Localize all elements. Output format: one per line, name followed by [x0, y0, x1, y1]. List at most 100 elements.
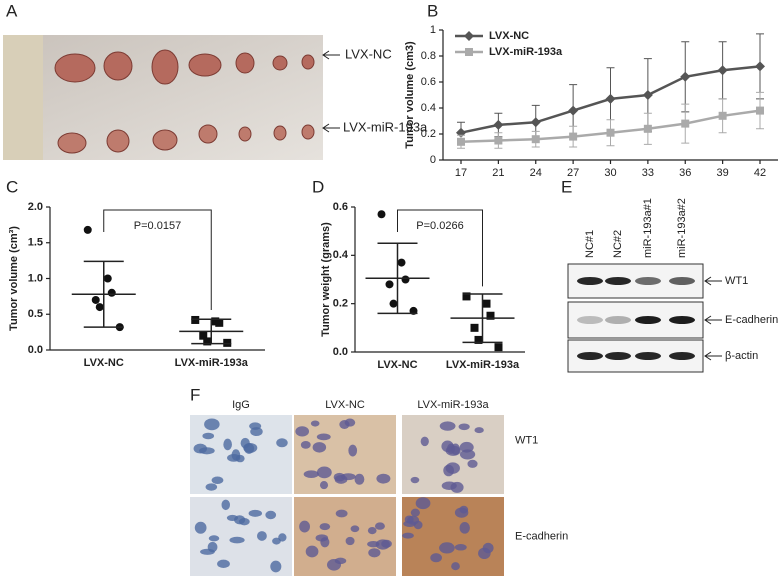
significance-bracket: [397, 209, 483, 287]
nucleus: [410, 476, 420, 484]
nucleus: [410, 508, 420, 517]
nucleus: [265, 510, 277, 520]
nucleus: [374, 522, 385, 530]
y-tick-label: 1.5: [28, 237, 43, 249]
legend-label: LVX-NC: [489, 30, 529, 42]
point: [103, 274, 112, 283]
nucleus: [474, 427, 484, 434]
nucleus: [413, 520, 423, 530]
nucleus: [345, 536, 355, 546]
point: [482, 299, 491, 308]
x-tick-label: 21: [492, 167, 504, 179]
nucleus: [305, 545, 319, 558]
nucleus: [211, 476, 224, 484]
point: [494, 136, 503, 145]
photo-label: LVX-miR-193a: [343, 119, 428, 134]
panel-letter: E: [561, 177, 572, 196]
tumor: [103, 51, 133, 81]
point: [462, 292, 471, 301]
nucleus: [221, 499, 230, 511]
point: [389, 299, 398, 308]
point: [215, 318, 224, 327]
tumor: [198, 124, 218, 144]
nucleus: [248, 509, 263, 517]
x-tick-label: LVX-NC: [84, 357, 124, 369]
x-tick-label: 30: [604, 167, 616, 179]
ihc-image: [402, 497, 504, 576]
nucleus: [243, 442, 258, 453]
band-label: WT1: [725, 275, 748, 287]
x-tick-label: LVX-NC: [377, 359, 417, 371]
column-label: IgG: [232, 399, 250, 411]
nucleus: [402, 532, 414, 539]
nucleus: [208, 535, 220, 542]
band: [669, 316, 695, 324]
nucleus: [229, 536, 245, 544]
nucleus: [200, 548, 215, 555]
nucleus: [310, 420, 320, 427]
panel-letter: D: [312, 177, 324, 196]
nucleus: [368, 548, 381, 558]
sd-bar: [191, 318, 232, 345]
nucleus: [312, 442, 327, 453]
point: [717, 65, 728, 76]
nucleus: [226, 514, 239, 522]
y-tick-label: 0.5: [28, 308, 43, 320]
nucleus: [367, 540, 380, 548]
nucleus: [439, 542, 455, 554]
y-tick-label: 2.0: [28, 201, 43, 213]
nucleus: [430, 553, 442, 563]
y-axis-title: Tumor volume (cm³): [8, 226, 20, 331]
significance-bracket: [103, 209, 212, 310]
y-tick-label: 0: [430, 154, 436, 166]
tumor: [106, 129, 130, 153]
sd-bar: [462, 293, 503, 344]
point: [465, 48, 473, 56]
tumor: [54, 53, 96, 83]
panel-letter: C: [6, 177, 18, 196]
y-tick-label: 0.0: [28, 344, 43, 356]
nucleus: [445, 462, 460, 474]
point: [107, 288, 116, 297]
nucleus: [204, 418, 220, 431]
point: [203, 337, 212, 346]
panel-letter: A: [6, 1, 18, 20]
nucleus: [205, 483, 218, 491]
nucleus: [420, 436, 429, 447]
nucleus: [223, 438, 232, 451]
point: [95, 303, 104, 312]
nucleus: [381, 539, 392, 548]
x-tick-label: 17: [455, 167, 467, 179]
point: [531, 135, 540, 144]
tumor: [272, 55, 288, 71]
nucleus: [334, 557, 347, 565]
point: [401, 275, 410, 284]
point: [474, 335, 483, 344]
band: [605, 316, 631, 324]
band: [577, 277, 603, 285]
band-label: β-actin: [725, 350, 758, 362]
nucleus: [445, 445, 461, 456]
point: [643, 124, 652, 133]
nucleus: [299, 520, 310, 533]
nucleus: [376, 473, 391, 484]
p-value: P=0.0157: [134, 220, 181, 232]
band: [635, 316, 661, 324]
point: [486, 311, 495, 320]
tumor: [188, 53, 222, 77]
y-tick-label: 1: [430, 24, 436, 36]
arrow-head: [704, 351, 712, 361]
y-tick-label: 0.0: [333, 346, 348, 358]
ihc-image: [294, 497, 396, 576]
point: [605, 93, 616, 104]
column-label: LVX-NC: [325, 399, 365, 411]
band: [577, 316, 603, 324]
row-label: WT1: [515, 434, 538, 446]
nucleus: [450, 481, 464, 493]
nucleus: [350, 525, 360, 533]
band: [605, 277, 631, 285]
nucleus: [415, 497, 431, 510]
point: [470, 323, 479, 332]
point: [681, 119, 690, 128]
